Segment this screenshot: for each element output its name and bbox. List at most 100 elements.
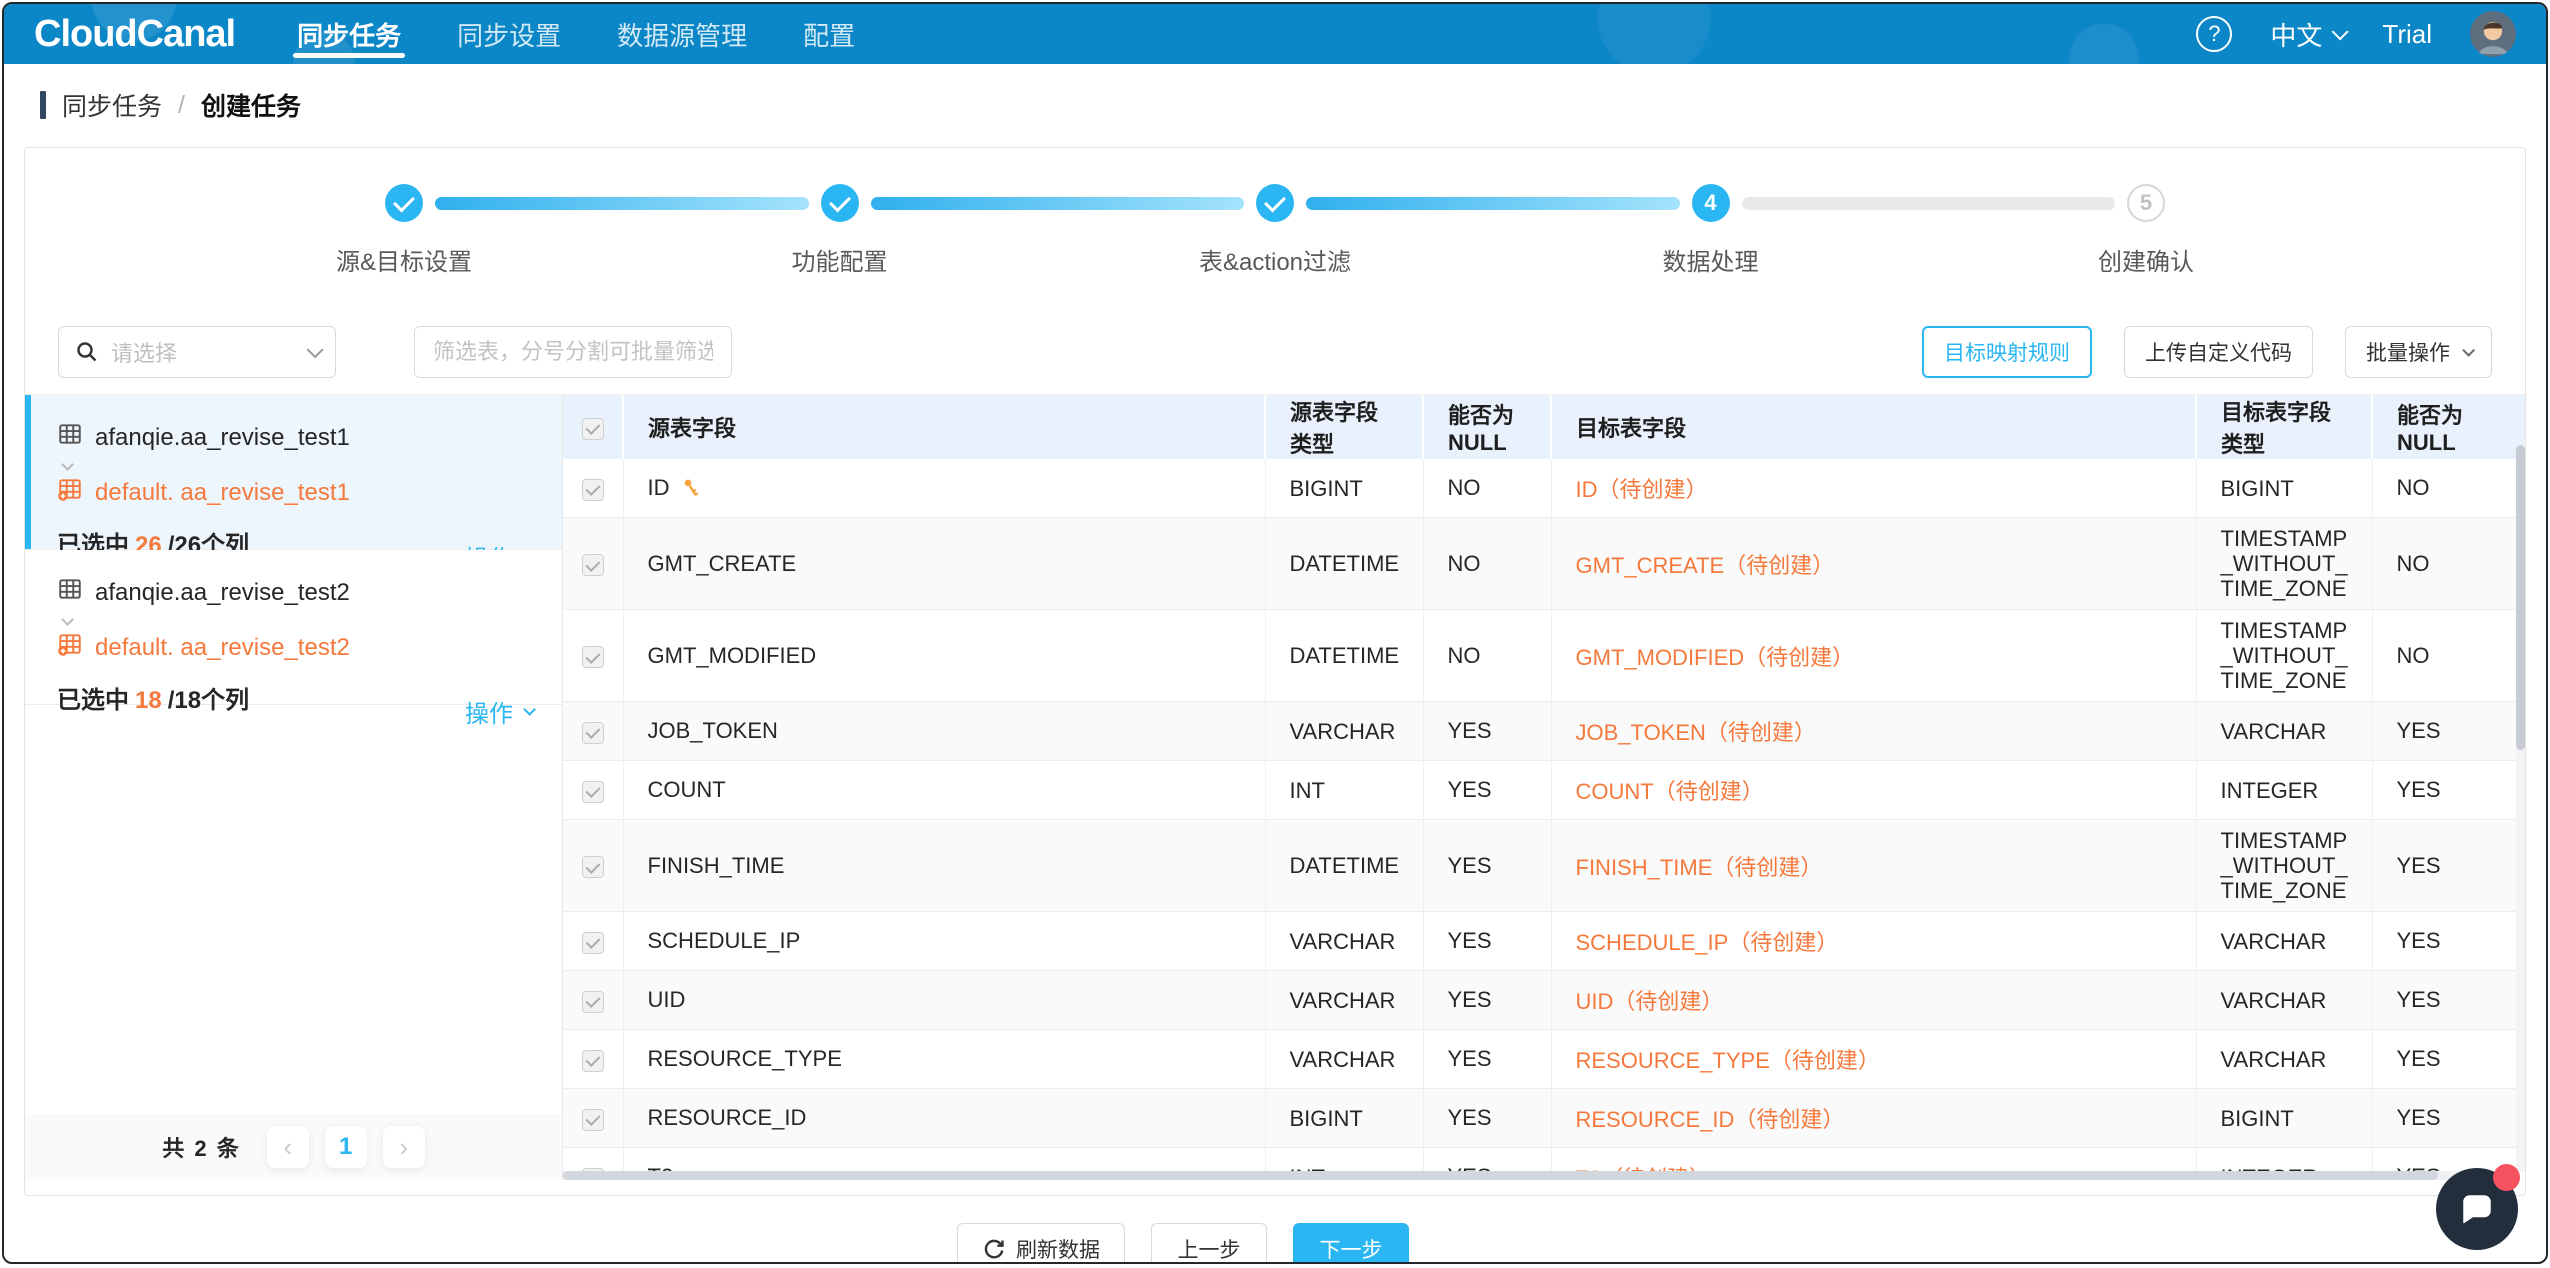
select-all-checkbox-cell [563, 395, 624, 459]
chat-bubble-icon [2463, 1195, 2491, 1224]
chat-support-button[interactable] [2436, 1164, 2520, 1250]
table-select[interactable]: 请选择 [58, 326, 336, 378]
row-checkbox[interactable] [581, 646, 604, 668]
row-checkbox[interactable] [581, 780, 604, 803]
table-list-sidebar: > afanqie.aa_revise_test1 default. aa_revi… [25, 395, 563, 1180]
source-field-name: RESOURCE_TYPE [647, 1046, 842, 1071]
table-list-item-2[interactable]: > afanqie.aa_revise_test2 default. aa_revi… [25, 550, 562, 728]
stepper: 源&目标设置 功能配置 表&action过滤 4 数据处理 5 创建确认 [25, 184, 2525, 286]
step-label: 表&action过滤 [1198, 249, 1352, 276]
table-row: GMT_CREATE DATETIME NO GMT_CREATE（待创建） TIMES… [563, 517, 2525, 610]
source-field-name: SCHEDULE_IP [647, 928, 801, 953]
mapping-arrow-icon [61, 456, 532, 474]
step-connector [1306, 197, 1680, 210]
page-number-button[interactable]: 1 [324, 1126, 367, 1168]
row-checkbox[interactable] [581, 931, 604, 954]
select-all-checkbox[interactable] [581, 417, 604, 440]
breadcrumb-parent[interactable]: 同步任务 [62, 93, 163, 121]
target-field-cell[interactable]: GMT_MODIFIED（待创建） [1551, 609, 2197, 702]
nav-item-0[interactable]: 同步任务 [293, 4, 406, 64]
user-avatar[interactable] [2470, 11, 2516, 57]
next-step-button[interactable]: 下一步 [1293, 1223, 1409, 1262]
top-navbar: CloudCanal 同步任务 同步设置 数据源管理 配置 ? 中文 Trial [4, 4, 2546, 64]
step-circle-2 [820, 184, 859, 222]
avatar-image [2470, 11, 2516, 57]
source-type-cell: VARCHAR [1265, 701, 1424, 761]
row-checkbox[interactable] [581, 990, 604, 1013]
row-checkbox-cell [563, 1029, 624, 1089]
source-nullable-cell: NO [1423, 459, 1552, 518]
refresh-icon [984, 1239, 1004, 1259]
content-area: > afanqie.aa_revise_test1 default. aa_revi… [25, 394, 2525, 1180]
step-circle-4: 4 [1691, 184, 1730, 222]
chevron-down-icon [2332, 23, 2350, 41]
page-title: 创建任务 [200, 93, 301, 121]
upload-custom-code-button[interactable]: 上传自定义代码 [2124, 326, 2313, 378]
row-checkbox-cell [563, 1088, 624, 1148]
target-mapping-rule-button[interactable]: 目标映射规则 [1922, 326, 2092, 378]
select-placeholder: 请选择 [111, 341, 178, 366]
nav-item-1[interactable]: 同步设置 [457, 20, 562, 51]
target-field-cell[interactable]: COUNT（待创建） [1551, 760, 2197, 820]
row-checkbox[interactable] [581, 478, 604, 501]
target-type-cell: TIMESTAMP_WITHOUT_TIME_ZONE [2196, 609, 2373, 702]
breadcrumb-separator: / [178, 90, 185, 119]
step-label: 功能配置 [791, 249, 888, 276]
row-checkbox[interactable] [581, 554, 604, 576]
field-mapping-table: 源表字段 源表字段类型 能否为NULL 目标表字段 目标表字段类型 能否为NUL… [563, 395, 2525, 1180]
table-row: UID VARCHAR YES UID（待创建） VARCHAR YES [563, 970, 2525, 1030]
target-nullable-cell: NO [2372, 517, 2525, 610]
target-field-cell[interactable]: RESOURCE_ID（待创建） [1551, 1088, 2197, 1148]
step-circle-1 [385, 184, 423, 222]
row-checkbox-cell [563, 459, 624, 518]
row-checkbox-cell [563, 760, 624, 820]
help-icon[interactable]: ? [2196, 16, 2233, 52]
item-actions-dropdown[interactable]: 操作 [465, 694, 536, 729]
vertical-scrollbar[interactable] [2516, 445, 2525, 1172]
row-checkbox[interactable] [581, 1049, 604, 1072]
source-type-cell: DATETIME [1265, 819, 1424, 912]
refresh-data-button[interactable]: 刷新数据 [957, 1223, 1125, 1262]
target-field-cell[interactable]: RESOURCE_TYPE（待创建） [1551, 1029, 2197, 1089]
source-field-cell: RESOURCE_ID [623, 1088, 1266, 1148]
breadcrumb: 同步任务 / 创建任务 [40, 87, 2546, 123]
main-card: 源&目标设置 功能配置 表&action过滤 4 数据处理 5 创建确认 请选择 目标映射规… [24, 147, 2526, 1196]
source-table-name: afanqie.aa_revise_test2 [95, 578, 350, 606]
table-list-item-1[interactable]: > afanqie.aa_revise_test1 default. aa_revi… [25, 395, 562, 573]
step-label: 创建确认 [2098, 249, 2194, 276]
table-row: GMT_MODIFIED DATETIME NO GMT_MODIFIED（待创建） T… [563, 609, 2525, 702]
table-list: > afanqie.aa_revise_test1 default. aa_revi… [25, 395, 562, 728]
source-nullable-cell: YES [1423, 1088, 1552, 1148]
target-field-cell[interactable]: ID（待创建） [1551, 459, 2197, 518]
notification-dot [2493, 1164, 2520, 1191]
next-page-button[interactable]: › [382, 1126, 425, 1168]
source-field-cell: GMT_MODIFIED [623, 609, 1266, 702]
language-dropdown[interactable]: 中文 [2270, 16, 2350, 53]
source-field-name: ID [647, 475, 670, 500]
nav-item-3[interactable]: 配置 [803, 20, 856, 51]
row-checkbox[interactable] [581, 1108, 604, 1131]
row-checkbox-cell [563, 609, 624, 702]
target-field-cell[interactable]: FINISH_TIME（待创建） [1551, 819, 2197, 912]
previous-step-button[interactable]: 上一步 [1151, 1223, 1267, 1262]
nav-item-2[interactable]: 数据源管理 [617, 20, 748, 51]
target-field-cell[interactable]: JOB_TOKEN（待创建） [1551, 701, 2197, 761]
row-checkbox[interactable] [581, 856, 604, 878]
target-field-cell[interactable]: UID（待创建） [1551, 970, 2197, 1030]
batch-actions-label: 批量操作 [2366, 342, 2450, 365]
toolbar-buttons: 目标映射规则 上传自定义代码 批量操作 [1922, 326, 2492, 378]
row-checkbox[interactable] [581, 721, 604, 744]
table-row: COUNT INT YES COUNT（待创建） INTEGER YES [563, 760, 2525, 820]
target-nullable-cell: YES [2372, 760, 2525, 820]
target-type-cell: VARCHAR [2196, 1029, 2373, 1089]
table-row: RESOURCE_TYPE VARCHAR YES RESOURCE_TYPE（待创建… [563, 1029, 2525, 1089]
target-table-create-icon [57, 476, 83, 509]
source-field-cell: RESOURCE_TYPE [623, 1029, 1266, 1089]
batch-actions-button[interactable]: 批量操作 [2345, 326, 2492, 378]
prev-page-button[interactable]: ‹ [266, 1126, 309, 1168]
filter-input[interactable] [414, 326, 732, 378]
target-type-cell: VARCHAR [2196, 701, 2373, 761]
horizontal-scrollbar[interactable] [563, 1171, 2516, 1180]
target-field-cell[interactable]: SCHEDULE_IP（待创建） [1551, 911, 2197, 971]
target-field-cell[interactable]: GMT_CREATE（待创建） [1551, 517, 2197, 610]
